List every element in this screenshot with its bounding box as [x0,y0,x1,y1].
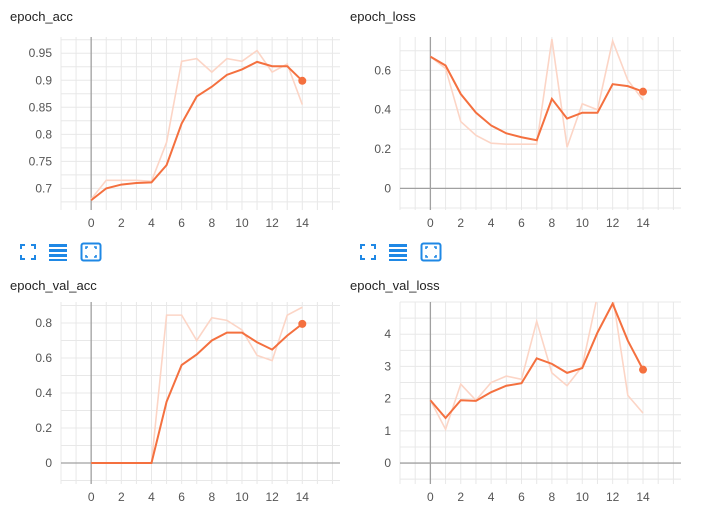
x-tick-label: 8 [549,216,556,230]
series-raw-line [429,38,644,148]
series-smoothed-line [90,60,303,202]
y-tick-label: 0.4 [374,103,391,117]
list-icon [389,244,407,261]
fullscreen-icon [20,244,36,260]
series-last-point[interactable] [298,319,307,328]
y-tick-label: 0.8 [35,316,52,330]
x-tick-label: 12 [606,490,620,504]
x-tick-label: 10 [576,216,590,230]
y-tick-label: 0.75 [29,154,53,168]
x-tick-label: 2 [118,490,125,504]
y-tick-label: 2 [384,392,391,406]
x-tick-label: 14 [296,216,310,230]
fullscreen-button[interactable] [358,242,378,262]
list-icon [49,244,67,261]
series-smoothed-line [429,302,644,420]
x-tick-label: 6 [178,216,185,230]
toggle-log-scale-button[interactable] [388,242,408,262]
chart-epoch-acc[interactable]: 0.7 0.75 0.8 0.85 0.9 0.95 0 2 4 6 8 10 12 14 [0,0,345,230]
x-tick-label: 10 [235,216,249,230]
series-raw-line [429,302,644,432]
fullscreen-button[interactable] [18,242,38,262]
chart-title: epoch_val_loss [350,278,440,293]
y-tick-label: 0.8 [35,127,52,141]
fit-domain-button[interactable] [420,242,442,262]
y-tick-label: 0 [384,456,391,470]
chart-panel-epoch-val-acc: epoch_val_acc 0 0.2 0.4 0.6 0.8 0 2 4 6 8 10 12 14 [0,270,345,509]
x-tick-label: 0 [88,490,95,504]
toggle-log-scale-button[interactable] [48,242,68,262]
fit-domain-icon [420,242,442,262]
x-tick-label: 4 [148,490,155,504]
series-smoothed-line [91,323,303,464]
x-tick-label: 2 [457,216,464,230]
x-tick-label: 14 [636,216,650,230]
y-tick-label: 0.95 [29,46,53,60]
x-tick-label: 12 [606,216,620,230]
x-tick-label: 0 [88,216,95,230]
x-tick-label: 8 [208,490,215,504]
fullscreen-icon [360,244,376,260]
x-tick-label: 8 [549,490,556,504]
chart-panel-epoch-val-loss: epoch_val_loss 0 1 2 3 4 0 2 4 6 8 10 12 14 [345,270,719,509]
x-tick-label: 10 [576,490,590,504]
chart-title: epoch_loss [350,9,416,24]
chart-epoch-val-acc[interactable]: 0 0.2 0.4 0.6 0.8 0 2 4 6 8 10 12 14 [0,270,345,509]
x-tick-label: 6 [518,216,525,230]
chart-title: epoch_val_acc [10,278,97,293]
x-tick-label: 8 [208,216,215,230]
x-tick-label: 4 [488,216,495,230]
fit-domain-icon [80,242,102,262]
chart-epoch-loss[interactable]: 0 0.2 0.4 0.6 0 2 4 6 8 10 12 14 [345,0,719,230]
x-tick-label: 6 [518,490,525,504]
x-tick-label: 0 [427,216,434,230]
x-tick-label: 14 [296,490,310,504]
x-tick-label: 2 [118,216,125,230]
chart-panel-epoch-loss: epoch_loss 0 0.2 0.4 0.6 0 2 4 6 8 10 12 14 [345,0,719,270]
x-tick-label: 2 [457,490,464,504]
x-tick-label: 12 [265,216,279,230]
y-tick-label: 0 [384,181,391,195]
y-tick-label: 0.4 [35,386,52,400]
x-tick-label: 14 [636,490,650,504]
chart-title: epoch_acc [10,9,73,24]
x-tick-label: 0 [427,490,434,504]
y-tick-label: 0 [45,456,52,470]
y-tick-label: 0.6 [374,63,391,77]
x-tick-label: 4 [148,216,155,230]
x-tick-label: 10 [235,490,249,504]
x-tick-label: 4 [488,490,495,504]
x-tick-label: 12 [265,490,279,504]
series-last-point[interactable] [639,365,648,374]
y-tick-label: 0.2 [374,142,391,156]
series-last-point[interactable] [298,76,307,85]
y-tick-label: 3 [384,359,391,373]
x-tick-label: 6 [178,490,185,504]
y-tick-label: 0.9 [35,73,52,87]
y-tick-label: 0.2 [35,421,52,435]
y-tick-label: 0.6 [35,351,52,365]
y-tick-label: 0.85 [29,100,53,114]
series-smoothed-line [429,55,644,142]
chart-panel-epoch-acc: epoch_acc 0.7 0.75 0.8 0.85 0.9 0.95 0 2 4 6 8 10 12… [0,0,345,270]
y-tick-label: 4 [384,327,391,341]
series-last-point[interactable] [639,87,648,96]
y-tick-label: 1 [384,424,391,438]
fit-domain-button[interactable] [80,242,102,262]
y-tick-label: 0.7 [35,181,52,195]
